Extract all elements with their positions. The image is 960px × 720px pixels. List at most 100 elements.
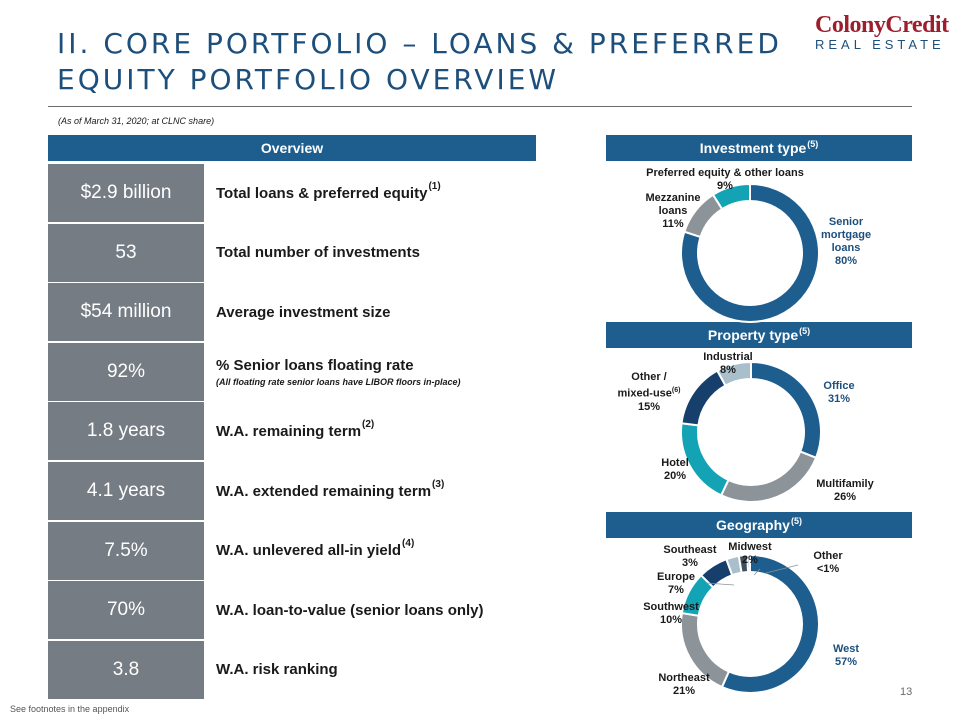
overview-label-main: W.A. loan-to-value (senior loans only) bbox=[216, 602, 484, 619]
label-midwest-name: Midwest bbox=[728, 541, 772, 553]
overview-label-text: W.A. extended remaining term bbox=[216, 482, 432, 500]
label-other-geo-name: Other bbox=[813, 550, 843, 562]
label-industrial-name: Industrial bbox=[703, 351, 753, 363]
overview-label: Total loans & preferred equity(1) bbox=[216, 164, 441, 222]
label-west-name: West bbox=[832, 643, 860, 655]
label-west-pct: 57% bbox=[834, 656, 858, 668]
overview-value: 92% bbox=[48, 342, 204, 401]
label-preferred-equity: Preferred equity & other loans 9% bbox=[640, 167, 810, 193]
label-northeast: Northeast 21% bbox=[652, 672, 716, 698]
property-type-donut-chart bbox=[680, 361, 822, 503]
label-senior-name-1: Senior bbox=[828, 216, 864, 228]
overview-label-note: (All floating rate senior loans have LIB… bbox=[216, 376, 461, 387]
overview-label-text: W.A. risk ranking bbox=[216, 661, 338, 679]
overview-label-main: W.A. extended remaining term(3) bbox=[216, 479, 444, 500]
overview-label-main: W.A. risk ranking bbox=[216, 661, 338, 678]
overview-label: W.A. risk ranking bbox=[216, 641, 338, 699]
label-office-name: Office bbox=[823, 380, 855, 392]
label-hotel-pct: 20% bbox=[663, 470, 687, 482]
label-southeast-pct: 3% bbox=[682, 557, 698, 569]
overview-label-main: Average investment size bbox=[216, 304, 391, 321]
geography-leader-lines bbox=[705, 564, 799, 586]
overview-label-main: W.A. unlevered all-in yield(4) bbox=[216, 538, 414, 560]
label-hotel-name: Hotel bbox=[661, 457, 689, 469]
label-northeast-name: Northeast bbox=[658, 672, 710, 684]
overview-row: 70% W.A. loan-to-value (senior loans only… bbox=[48, 581, 536, 641]
label-southeast-name: Southeast bbox=[663, 544, 717, 556]
overview-label-text: % Senior loans floating rate bbox=[216, 356, 414, 374]
label-other-geo: Other <1% bbox=[800, 550, 856, 576]
overview-header-label: Overview bbox=[260, 140, 324, 156]
label-mezzanine-pct: 11% bbox=[662, 218, 684, 230]
overview-value: 7.5% bbox=[48, 521, 204, 580]
leader-line-midwest bbox=[753, 568, 761, 576]
overview-label-footnote: (4) bbox=[402, 538, 415, 550]
label-west: West 57% bbox=[824, 643, 868, 669]
property-type-title: Property type bbox=[707, 327, 799, 343]
title-divider bbox=[48, 106, 912, 107]
label-senior-pct: 80% bbox=[834, 255, 858, 267]
label-hotel: Hotel 20% bbox=[648, 457, 702, 483]
page-number: 13 bbox=[900, 686, 913, 698]
label-southwest-name: Southwest bbox=[643, 601, 699, 613]
overview-row: $54 million Average investment size bbox=[48, 283, 536, 343]
overview-label: Total number of investments bbox=[216, 224, 420, 282]
label-other-footnote: (6) bbox=[671, 387, 681, 394]
overview-row: 3.8 W.A. risk ranking bbox=[48, 640, 536, 701]
overview-label: W.A. extended remaining term(3) bbox=[216, 462, 444, 520]
overview-row: 92% % Senior loans floating rate (All floa… bbox=[48, 342, 536, 403]
label-mezzanine-name-1: Mezzanine bbox=[645, 192, 701, 204]
overview-label-footnote: (1) bbox=[428, 180, 441, 192]
label-other-mixed-use: Other / mixed-use(6) 15% bbox=[610, 371, 688, 414]
donut-slice-office bbox=[750, 361, 822, 460]
overview-label-footnote: (2) bbox=[362, 418, 375, 430]
page-title: II. CORE PORTFOLIO – LOANS & PREFERRED E… bbox=[57, 26, 782, 98]
label-office: Office 31% bbox=[812, 380, 866, 406]
overview-label-text: W.A. loan-to-value (senior loans only) bbox=[216, 601, 484, 619]
donut-slice-senior-mortgage-loans bbox=[680, 183, 820, 323]
investment-type-footnote: (5) bbox=[807, 139, 819, 149]
label-mezzanine-name-2: loans bbox=[658, 205, 688, 217]
geography-donut-chart bbox=[680, 554, 820, 694]
overview-row: 7.5% W.A. unlevered all-in yield(4) bbox=[48, 521, 536, 582]
overview-label-main: Total number of investments bbox=[216, 244, 420, 261]
page-title-line-2: EQUITY PORTFOLIO OVERVIEW bbox=[57, 63, 560, 96]
as-of-note: (As of March 31, 2020; at CLNC share) bbox=[58, 116, 215, 126]
label-senior-name-3: loans bbox=[831, 242, 861, 254]
label-industrial: Industrial 8% bbox=[696, 351, 760, 377]
overview-value: 3.8 bbox=[48, 640, 204, 699]
geography-title: Geography bbox=[716, 517, 790, 533]
leader-line-europe bbox=[705, 582, 735, 586]
label-multifamily-name: Multifamily bbox=[816, 478, 874, 490]
overview-label-text: Total number of investments bbox=[216, 244, 420, 262]
geography-header: Geography (5) bbox=[606, 512, 912, 538]
overview-label: W.A. unlevered all-in yield(4) bbox=[216, 522, 414, 580]
overview-label: % Senior loans floating rate (All floatin… bbox=[216, 343, 461, 401]
overview-label-text: W.A. unlevered all-in yield bbox=[216, 542, 402, 560]
logo-word-colony: Colony bbox=[815, 12, 886, 38]
donut-slice-west bbox=[720, 554, 820, 694]
page-title-line-1: II. CORE PORTFOLIO – LOANS & PREFERRED bbox=[57, 27, 782, 60]
label-other-pct: 15% bbox=[637, 400, 661, 413]
overview-row: 4.1 years W.A. extended remaining term(3) bbox=[48, 462, 536, 522]
label-mezzanine: Mezzanine loans 11% bbox=[640, 192, 706, 231]
investment-type-header: Investment type (5) bbox=[606, 135, 912, 161]
donut-slice-other bbox=[746, 554, 751, 574]
overview-label-main: % Senior loans floating rate bbox=[216, 357, 461, 374]
leader-line-other bbox=[765, 564, 799, 574]
overview-value: 70% bbox=[48, 581, 204, 640]
geography-footnote: (5) bbox=[790, 516, 802, 526]
overview-label-main: Total loans & preferred equity(1) bbox=[216, 181, 441, 202]
overview-value: $54 million bbox=[48, 283, 204, 342]
company-logo: ColonyCredit REAL ESTATE bbox=[815, 12, 949, 52]
label-southwest-pct: 10% bbox=[659, 614, 683, 626]
label-multifamily-pct: 26% bbox=[833, 491, 857, 503]
overview-row: $2.9 billion Total loans & preferred equi… bbox=[48, 164, 536, 224]
overview-value: $2.9 billion bbox=[48, 164, 204, 222]
overview-value: 53 bbox=[48, 223, 204, 282]
donut-slice-preferred-equity-other-loans bbox=[711, 183, 751, 211]
label-europe-name: Europe bbox=[657, 571, 695, 583]
label-preferred-equity-pct: 9% bbox=[717, 180, 733, 192]
label-preferred-equity-name: Preferred equity & other loans bbox=[646, 167, 804, 179]
donut-slice-multifamily bbox=[719, 450, 818, 503]
